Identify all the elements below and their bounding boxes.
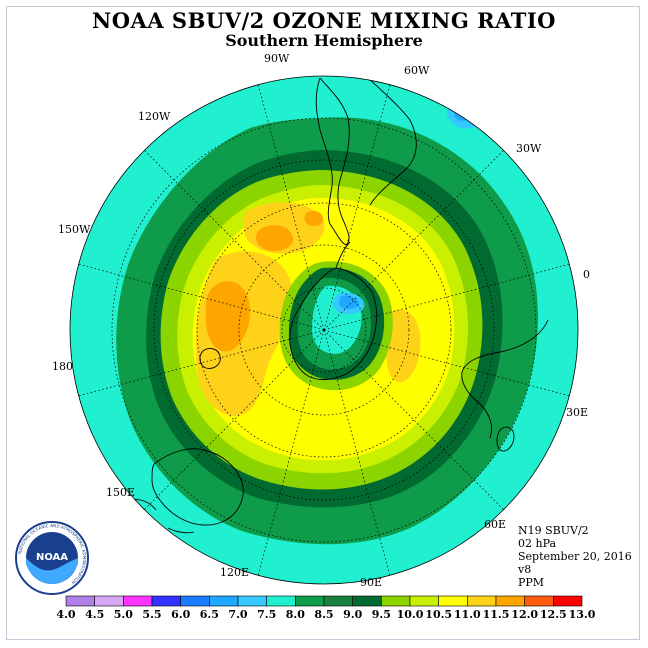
graticule	[78, 84, 570, 576]
ozone-core-11.0-north	[255, 225, 294, 252]
info-pressure: 02 hPa	[518, 537, 557, 550]
lon-label-180: 180	[52, 360, 73, 373]
info-units: PPM	[518, 576, 545, 589]
lat-circle-60	[238, 244, 410, 416]
colorbar-tick-label: 7.0	[228, 608, 248, 621]
coast-africa	[461, 319, 549, 439]
lon-label-150e: 150E	[106, 486, 136, 499]
lat-circle-15	[111, 117, 537, 543]
lon-label-60w: 60W	[404, 64, 430, 77]
colorbar-tick-label: 4.5	[85, 608, 105, 621]
ozone-core-11.0-west	[205, 281, 251, 352]
info-date: September 20, 2016	[518, 550, 632, 563]
lon-label-30e: 30E	[566, 406, 589, 419]
colorbar-tick-label: 13.0	[568, 608, 596, 621]
lon-label-0: 0	[583, 268, 590, 281]
colorbar-tick-label: 8.5	[314, 608, 334, 621]
colorbar-tick-label: 11.5	[482, 608, 510, 621]
colorbar-tick-label: 12.0	[511, 608, 539, 621]
ozone-patch-7.5-south	[303, 550, 352, 572]
lon-label-120e: 120E	[220, 566, 250, 579]
coast-south-america-east	[359, 76, 417, 206]
ozone-patch-10.5-east	[385, 309, 421, 383]
noaa-logo: NOAA NATIONAL OCEANIC AND ATMOSPHERIC AD…	[15, 521, 89, 595]
lat-circle-75	[281, 287, 367, 373]
colorbar-tick-label: 9.0	[343, 608, 363, 621]
colorbar-tick-label: 7.5	[257, 608, 277, 621]
lon-label-90e: 90E	[360, 576, 383, 589]
colorbar-tick-label: 12.5	[539, 608, 567, 621]
lon-label-90w: 90W	[264, 52, 290, 65]
colorbar-tick-label: 10.0	[396, 608, 424, 621]
colorbar-tick-label: 9.5	[371, 608, 391, 621]
info-version: v8	[518, 563, 532, 576]
lat-circle-30	[153, 159, 495, 501]
colorbar-tick-label: 6.5	[199, 608, 219, 621]
colorbar-tick-label: 10.5	[425, 608, 453, 621]
coast-antarctica	[289, 267, 378, 381]
chart-subtitle: Southern Hemisphere	[225, 31, 423, 50]
coast-south-america	[315, 77, 350, 246]
colorbar-tick-label: 6.0	[171, 608, 191, 621]
info-block: N19 SBUV/2 02 hPa September 20, 2016 v8 …	[518, 524, 632, 589]
colorbar-tick-label: 5.0	[113, 608, 133, 621]
colorbar-tick-label: 11.0	[453, 608, 481, 621]
info-instrument: N19 SBUV/2	[518, 524, 589, 537]
colorbar-tick-label: 5.5	[142, 608, 162, 621]
lon-label-60e: 60E	[484, 518, 507, 531]
lat-circle-45	[196, 202, 452, 458]
ozone-core-11.0-small	[304, 210, 324, 227]
colorbar-tick-label: 8.0	[285, 608, 305, 621]
chart-title: NOAA SBUV/2 OZONE MIXING RATIO	[92, 8, 556, 33]
vortex-6.5	[339, 295, 360, 309]
lon-label-150w: 150W	[58, 223, 91, 236]
lon-label-120w: 120W	[138, 110, 171, 123]
disc-outline	[69, 75, 579, 585]
coast-new-zealand	[199, 348, 221, 369]
coast-peninsula	[335, 241, 351, 269]
figure-frame	[6, 6, 640, 640]
colorbar-tick-label: 4.0	[56, 608, 76, 621]
lon-label-30w: 30W	[516, 142, 542, 155]
noaa-logo-text: NOAA	[36, 552, 68, 563]
coast-madagascar	[496, 426, 515, 452]
